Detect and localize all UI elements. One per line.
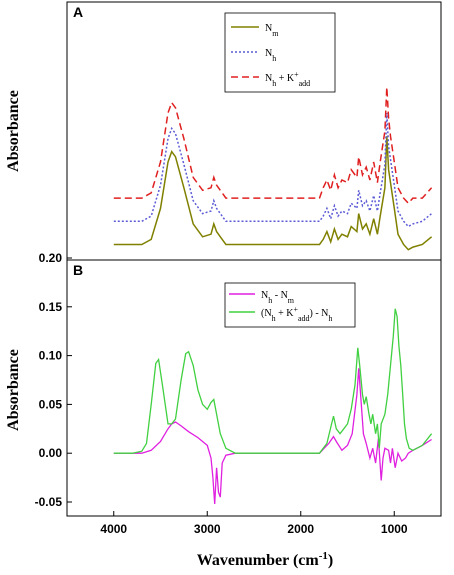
legend-a-label-sub: h: [272, 79, 276, 88]
legend-a-box: [224, 12, 336, 93]
ytick-label: 0.15: [39, 300, 63, 314]
legend-b-label-part: +: [293, 305, 298, 314]
legend-b-label-part: N: [261, 290, 268, 301]
legend-b-label-part: + K: [276, 308, 295, 319]
legend-b-label-0: Nh - Nm: [261, 290, 295, 305]
legend-a-label-0: Nm: [265, 23, 279, 38]
xtick-label: 4000: [100, 522, 127, 536]
panel-b-yticks: -0.05 0.00 0.05 0.10 0.15 0.20: [35, 251, 72, 509]
legend-b-label-part: h: [328, 314, 332, 323]
legend-a-label-plus: + K: [276, 73, 295, 84]
panel-b-xticks: 4000 3000 2000 1000: [100, 511, 408, 536]
legend-a-label-main: N: [265, 48, 272, 59]
xlabel-end: ): [328, 552, 333, 569]
ytick-label: 0.05: [39, 397, 63, 411]
panel-a-series: [113, 87, 433, 251]
legend-b-label-part: add: [298, 314, 310, 323]
panel-b-legend: Nh - Nm(Nh + K+add) - Nh: [224, 282, 356, 328]
panel-b-frame: [66, 259, 442, 517]
legend-a-label-sub: h: [272, 54, 276, 63]
legend-b-label-part: - N: [272, 290, 288, 301]
legend-a-label-1: Nh: [265, 48, 276, 63]
xlabel-sup: -1: [319, 550, 328, 562]
ytick-label: -0.05: [35, 495, 63, 509]
legend-b-label-1: (Nh + K+add) - Nh: [261, 305, 332, 323]
panel-b-ylabel: Absorbance: [5, 349, 22, 431]
legend-a-label-sub2: add: [299, 79, 311, 88]
legend-a-label-main: N: [265, 73, 272, 84]
series-a-1: [113, 112, 433, 228]
xtick-label: 3000: [194, 522, 221, 536]
panel-b-series: [113, 308, 433, 505]
ytick-label: 0.20: [39, 251, 63, 265]
legend-b-label-part: (N: [261, 308, 272, 319]
panel-b-xlabel: Wavenumber (cm-1): [197, 550, 333, 569]
legend-b-box: [224, 282, 356, 328]
legend-a-label-2: Nh + K+add: [265, 70, 310, 88]
legend-b-label-part: m: [288, 296, 295, 305]
legend-a-label-sup: +: [294, 70, 299, 79]
xtick-label: 2000: [287, 522, 314, 536]
legend-b-label-part: ) - N: [310, 308, 329, 319]
legend-b-label-part: h: [272, 314, 276, 323]
series-a-2: [113, 87, 433, 205]
panel-a-letter: A: [73, 4, 83, 20]
legend-a-label-main: N: [265, 23, 272, 34]
ytick-label: 0.10: [39, 349, 63, 363]
panel-b: B Absorbance -0.05 0.00 0.05 0.10 0.15 0.20 4…: [5, 251, 442, 569]
series-b-1: [113, 308, 433, 454]
xlabel-main: Wavenumber (cm: [197, 552, 320, 569]
legend-b-label-part: h: [268, 296, 272, 305]
panel-a-ylabel: Absorbance: [5, 90, 22, 172]
xtick-label: 1000: [381, 522, 408, 536]
series-a-0: [113, 136, 433, 251]
panel-b-letter: B: [73, 262, 83, 278]
legend-a-label-sub: m: [272, 29, 279, 38]
ytick-label: 0.00: [39, 446, 63, 460]
series-b-0: [113, 368, 432, 505]
